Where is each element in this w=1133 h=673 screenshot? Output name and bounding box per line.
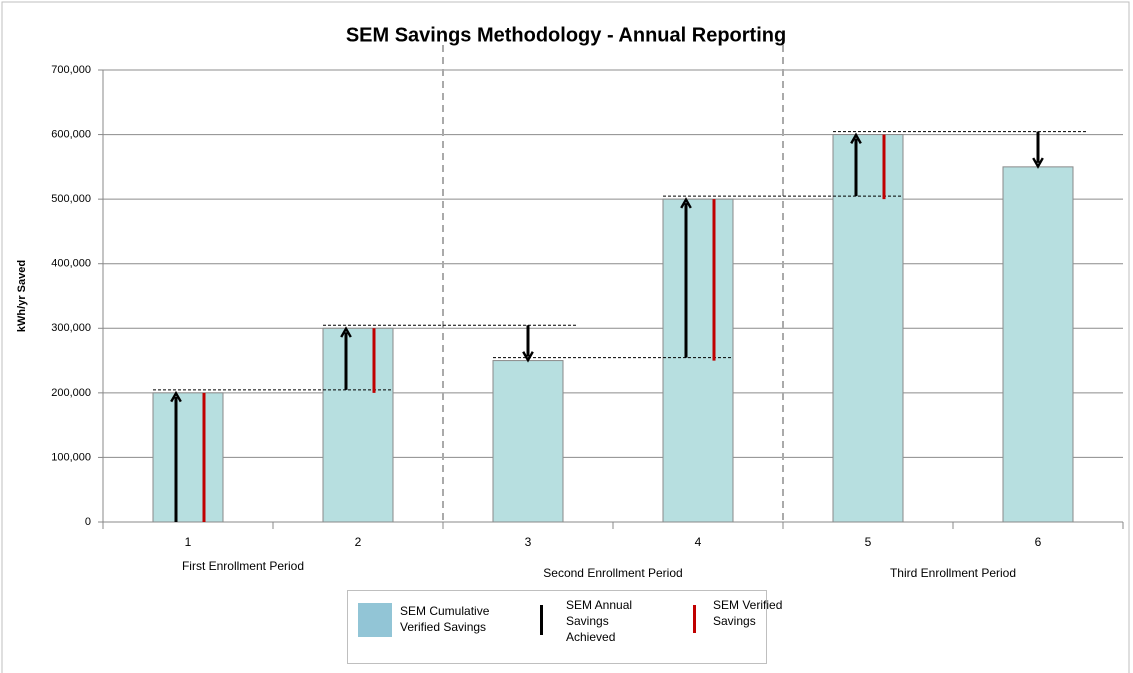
x-tick-label: 1 (185, 535, 192, 549)
x-tick-label: 2 (355, 535, 362, 549)
legend-swatch (358, 603, 392, 637)
bar (1002, 166, 1074, 523)
legend-swatch (540, 605, 543, 635)
bar (832, 134, 904, 523)
y-tick-label: 600,000 (51, 128, 91, 140)
group-label: First Enrollment Period (182, 559, 304, 573)
legend-label: SEM Cumulative Verified Savings (400, 604, 490, 634)
y-tick-label: 100,000 (51, 451, 91, 463)
group-label: Second Enrollment Period (543, 566, 682, 580)
legend: SEM Cumulative Verified Savings SEM Annua… (347, 590, 782, 664)
y-tick-label: 300,000 (51, 322, 91, 334)
legend-label: SEM Verified Savings (713, 598, 783, 628)
group-label: Third Enrollment Period (890, 566, 1016, 580)
bar (152, 392, 224, 523)
bar (662, 198, 734, 523)
bar (322, 327, 394, 523)
y-tick-label: 0 (85, 516, 91, 528)
x-tick-label: 3 (525, 535, 532, 549)
bar (492, 360, 564, 523)
y-tick-label: 200,000 (51, 387, 91, 399)
legend-label: SEM Annual Savings Achieved (566, 598, 633, 644)
y-tick-label: 700,000 (51, 64, 91, 76)
legend-swatch (693, 605, 696, 633)
y-axis-label: kWh/yr Saved (16, 260, 28, 332)
y-tick-label: 500,000 (51, 193, 91, 205)
x-tick-label: 6 (1035, 535, 1042, 549)
y-tick-label: 400,000 (51, 258, 91, 270)
x-tick-label: 4 (695, 535, 702, 549)
chart-title: SEM Savings Methodology - Annual Reporti… (346, 24, 786, 46)
x-tick-label: 5 (865, 535, 872, 549)
